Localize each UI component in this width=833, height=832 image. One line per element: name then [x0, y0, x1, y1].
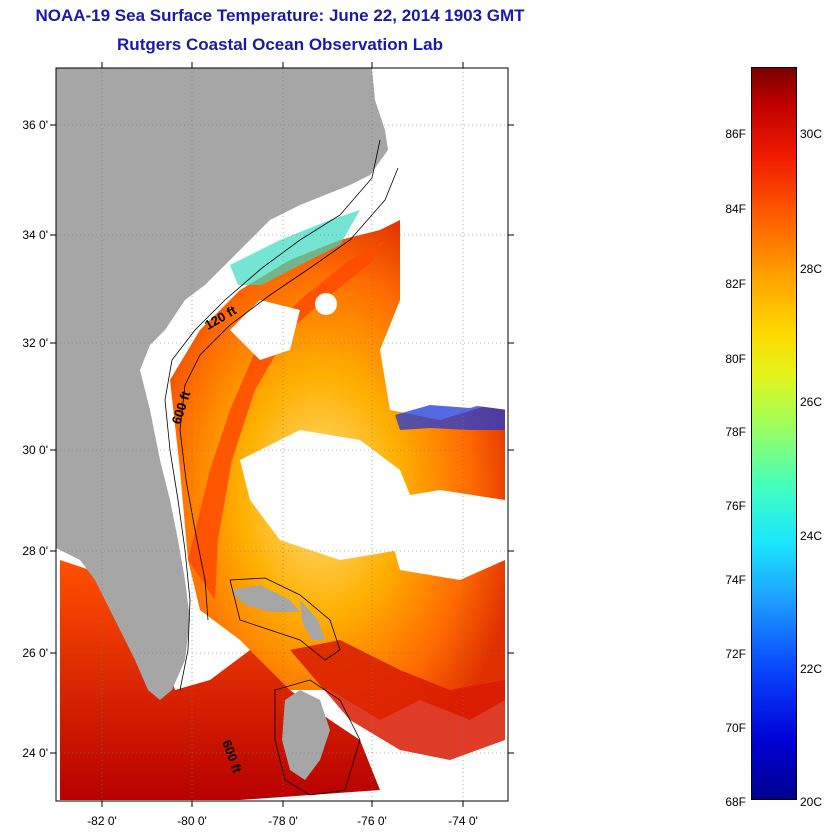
sst-map: 120 ft 600 ft 600 ft — [50, 62, 514, 807]
colorbar-fahrenheit-label: 76F — [725, 499, 746, 513]
colorbar-celsius-label: 26C — [800, 395, 823, 409]
lat-label: 26 0' — [22, 646, 48, 660]
land-grand-bahama — [230, 585, 300, 612]
lat-label: 24 0' — [22, 746, 48, 760]
sst-field-cool-shelf — [230, 210, 360, 285]
frame-ticks — [50, 62, 514, 807]
lat-label: 32 0' — [22, 336, 48, 350]
temperature-colorbar — [751, 67, 797, 800]
lon-label: -78 0' — [268, 814, 298, 828]
contour-120ft — [164, 139, 381, 691]
colorbar-celsius-label: 20C — [800, 795, 823, 809]
colorbar-fahrenheit-label: 82F — [725, 277, 746, 291]
lat-label: 28 0' — [22, 544, 48, 558]
cloud-mask — [380, 490, 505, 580]
sst-field-gulfstream — [188, 240, 385, 600]
contour-bahamas — [229, 577, 341, 661]
lat-label: 30 0' — [22, 443, 48, 457]
lon-label: -80 0' — [177, 814, 207, 828]
colorbar-fahrenheit-label: 74F — [725, 573, 746, 587]
cloud-mask — [370, 68, 508, 410]
land-southeast-us — [56, 68, 388, 700]
lat-label: 36 0' — [22, 118, 48, 132]
lon-label: -82 0' — [87, 814, 117, 828]
lat-label: 34 0' — [22, 228, 48, 242]
colorbar-celsius-label: 28C — [800, 262, 823, 276]
land-andros-island — [282, 690, 330, 780]
colorbar-fahrenheit-label: 72F — [725, 647, 746, 661]
cloud-mask — [240, 430, 420, 560]
land-abaco — [300, 600, 325, 640]
cloud-mask — [315, 293, 337, 315]
colorbar-fahrenheit-label: 78F — [725, 425, 746, 439]
lon-label: -74 0' — [448, 814, 478, 828]
sst-field-bahamas — [290, 640, 505, 760]
contour-600ft — [179, 167, 399, 621]
colorbar-fahrenheit-label: 86F — [725, 127, 746, 141]
colorbar-celsius-label: 22C — [800, 662, 823, 676]
contour-bahamas — [274, 679, 361, 796]
colorbar-fahrenheit-label: 70F — [725, 721, 746, 735]
colorbar-fahrenheit-label: 68F — [725, 795, 746, 809]
map-border — [55, 67, 509, 802]
map-title: NOAA-19 Sea Surface Temperature: June 22… — [35, 6, 525, 25]
colorbar-fahrenheit-label: 80F — [725, 352, 746, 366]
map-subtitle: Rutgers Coastal Ocean Observation Lab — [117, 35, 443, 54]
cloud-mask — [230, 300, 300, 360]
colorbar-fahrenheit-label: 84F — [725, 202, 746, 216]
sst-field-cool-east — [395, 398, 505, 430]
graticule — [56, 68, 508, 801]
lon-label: -76 0' — [357, 814, 387, 828]
colorbar-celsius-label: 30C — [800, 127, 823, 141]
colorbar-celsius-label: 24C — [800, 529, 823, 543]
